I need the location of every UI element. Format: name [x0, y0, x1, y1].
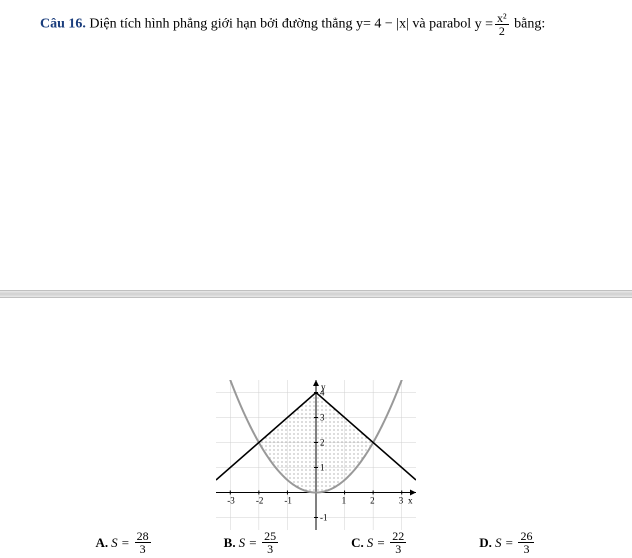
svg-text:-1: -1: [284, 496, 292, 506]
svg-text:-2: -2: [256, 496, 264, 506]
equation-1: y= 4 − |x|: [356, 17, 412, 32]
svg-text:1: 1: [320, 463, 325, 473]
svg-text:y: y: [321, 382, 326, 392]
question-label: Câu 16.: [40, 17, 86, 32]
svg-text:-3: -3: [227, 496, 235, 506]
svg-text:3: 3: [320, 413, 325, 423]
svg-text:3: 3: [399, 496, 404, 506]
svg-text:2: 2: [370, 496, 375, 506]
answer-b: B. S = 253: [224, 530, 280, 555]
svg-text:1: 1: [342, 496, 347, 506]
question-text: Diện tích hình phẳng giới hạn bởi đường …: [89, 17, 545, 32]
svg-text:2: 2: [320, 438, 325, 448]
page-separator: [0, 290, 632, 298]
svg-text:-1: -1: [320, 513, 328, 523]
question-header: Câu 16. Diện tích hình phẳng giới hạn bở…: [0, 0, 632, 37]
answer-a: A. S = 283: [96, 530, 153, 555]
equation-2: y =x²2: [475, 17, 515, 32]
svg-text:x: x: [408, 496, 413, 506]
answer-options: A. S = 283 B. S = 253 C. S = 223 D. S = …: [0, 530, 632, 555]
chart-container: -3-2-1123-11234yx: [0, 380, 632, 530]
answer-d: D. S = 263: [479, 530, 536, 555]
function-chart: -3-2-1123-11234yx: [216, 380, 416, 530]
answer-c: C. S = 223: [351, 530, 408, 555]
